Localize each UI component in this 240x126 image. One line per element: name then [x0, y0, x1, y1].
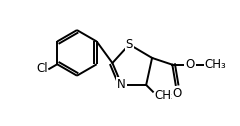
Text: O: O — [186, 58, 195, 71]
Text: Cl: Cl — [37, 62, 48, 75]
Text: CH₃: CH₃ — [204, 58, 226, 71]
Text: N: N — [117, 78, 126, 91]
Text: CH₃: CH₃ — [155, 89, 176, 102]
Text: O: O — [173, 87, 182, 100]
Text: S: S — [126, 38, 133, 51]
